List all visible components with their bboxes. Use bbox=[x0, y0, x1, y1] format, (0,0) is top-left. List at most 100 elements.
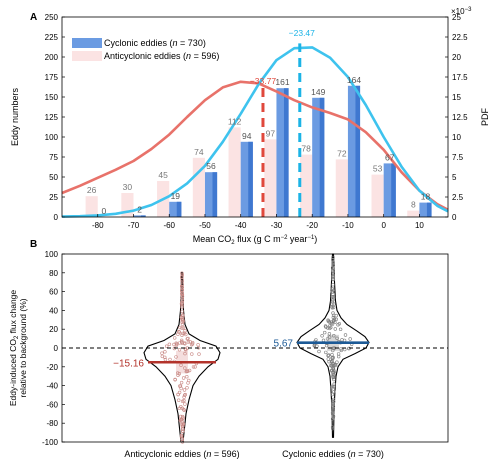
violin-point bbox=[332, 382, 336, 386]
violin-point bbox=[180, 282, 185, 287]
bar-anticyclonic bbox=[371, 174, 384, 217]
violin-point bbox=[180, 288, 184, 292]
violin-point bbox=[179, 414, 183, 419]
x-tick-label: -80 bbox=[92, 221, 104, 230]
violin-point bbox=[332, 377, 336, 382]
panel-a-right-axis: 0 2.5 5 7.5 10 12.5 15 17.5 20 22.5 25 bbox=[445, 13, 468, 222]
violin-point bbox=[329, 325, 333, 330]
violin-point bbox=[180, 437, 184, 441]
violin-point bbox=[181, 376, 186, 380]
violin-point bbox=[331, 370, 336, 375]
violin-point bbox=[174, 355, 178, 359]
violin-point bbox=[331, 255, 335, 260]
violin-point bbox=[180, 292, 185, 297]
y-tick-label: 125 bbox=[45, 113, 59, 122]
violin-point bbox=[160, 351, 164, 355]
violin-point bbox=[326, 326, 330, 330]
violin-point bbox=[331, 414, 336, 418]
bar-label-anticyclonic: 8 bbox=[411, 200, 416, 210]
bar-label-cyclonic: 0 bbox=[101, 206, 106, 216]
violin-point bbox=[190, 352, 194, 356]
violin-point bbox=[331, 311, 335, 315]
violin-point bbox=[172, 346, 177, 351]
panel-b-y-label-line1: Eddy-induced CO2 flux change bbox=[8, 290, 20, 407]
bar-cyclonic-shade bbox=[391, 163, 396, 217]
y-tick-label: 200 bbox=[45, 53, 59, 62]
right-tick-label: 2.5 bbox=[452, 193, 464, 202]
bar-label-cyclonic: 164 bbox=[347, 75, 361, 85]
violin-point bbox=[180, 298, 185, 302]
right-tick-label: 5 bbox=[452, 173, 457, 182]
violin-point bbox=[182, 388, 187, 392]
violin-point bbox=[330, 384, 334, 389]
b-y-tick-label: -40 bbox=[46, 382, 58, 391]
violin-point bbox=[182, 395, 186, 399]
x-tick-label: -30 bbox=[271, 221, 283, 230]
violin-point bbox=[334, 313, 338, 318]
violin-point bbox=[324, 350, 328, 355]
violin-point bbox=[336, 352, 341, 356]
y-tick-label: 175 bbox=[45, 73, 59, 82]
violin-point bbox=[330, 353, 334, 357]
panel-a-y-axis: 0 25 50 75 100 125 150 175 200 225 250 bbox=[45, 13, 65, 222]
right-tick-label: 12.5 bbox=[452, 113, 468, 122]
panel-b-y-label-line2: relative to background (%) bbox=[18, 298, 28, 397]
violin-point bbox=[331, 263, 335, 267]
violin-point bbox=[339, 348, 343, 353]
violin-point bbox=[176, 371, 180, 375]
violin-point bbox=[331, 373, 335, 377]
violin-point bbox=[330, 392, 335, 397]
violin-point bbox=[182, 408, 187, 412]
b-y-tick-label: 0 bbox=[54, 344, 59, 353]
bar-label-cyclonic: 161 bbox=[275, 77, 289, 87]
violin-point bbox=[180, 326, 184, 330]
b-y-tick-label: 60 bbox=[49, 288, 58, 297]
violin-point bbox=[324, 343, 329, 348]
violin-point bbox=[330, 399, 335, 403]
b-y-tick-label: -20 bbox=[46, 363, 58, 372]
violin-point bbox=[332, 302, 336, 306]
violin-point bbox=[180, 309, 184, 314]
bar-anticyclonic bbox=[228, 127, 241, 217]
x-tick-label: -40 bbox=[235, 221, 247, 230]
violin-point bbox=[182, 407, 186, 412]
violin-point bbox=[184, 369, 189, 374]
violin-point bbox=[183, 329, 187, 333]
y-tick-label: 0 bbox=[54, 213, 59, 222]
violin-point bbox=[183, 366, 187, 370]
violin-point bbox=[331, 315, 335, 320]
bar-label-anticyclonic: 112 bbox=[228, 116, 242, 126]
violin-point bbox=[186, 340, 191, 344]
y-tick-label: 100 bbox=[45, 133, 59, 142]
violin-point bbox=[343, 333, 348, 337]
violin-point bbox=[181, 318, 185, 322]
b-y-tick-label: 40 bbox=[49, 306, 58, 315]
violin-point bbox=[179, 380, 184, 385]
panel-a-x-axis: -80 -70 -60 -50 -40 -30 -20 -10 0 10 bbox=[92, 214, 424, 230]
bar-cyclonic-shade bbox=[176, 201, 182, 217]
b-y-tick-label: -100 bbox=[42, 438, 59, 447]
panel-a-right-exponent: ×10−3 bbox=[451, 7, 472, 16]
violin-point bbox=[190, 342, 195, 346]
violin-point bbox=[333, 327, 337, 331]
violin-point bbox=[179, 315, 184, 319]
panel-b-y-axis: -100 -80 -60 -40 -20 0 20 40 60 80 100 bbox=[42, 250, 65, 447]
violin-point bbox=[177, 372, 182, 376]
violin-point bbox=[331, 404, 336, 409]
violin-point bbox=[163, 355, 167, 359]
violin-point bbox=[180, 303, 184, 308]
violin-point bbox=[186, 336, 190, 341]
violin-point bbox=[331, 305, 336, 310]
violin-point bbox=[180, 300, 184, 305]
violin-point bbox=[197, 352, 201, 356]
violin-point bbox=[337, 322, 341, 326]
bar-anticyclonic bbox=[264, 139, 277, 217]
violin-point bbox=[331, 362, 336, 366]
violin-point bbox=[183, 347, 188, 351]
violin-point bbox=[326, 353, 330, 358]
violin-point bbox=[338, 327, 343, 331]
right-tick-label: 0 bbox=[452, 213, 457, 222]
violin-point bbox=[180, 305, 184, 309]
legend-swatch-cyclonic bbox=[72, 38, 102, 48]
